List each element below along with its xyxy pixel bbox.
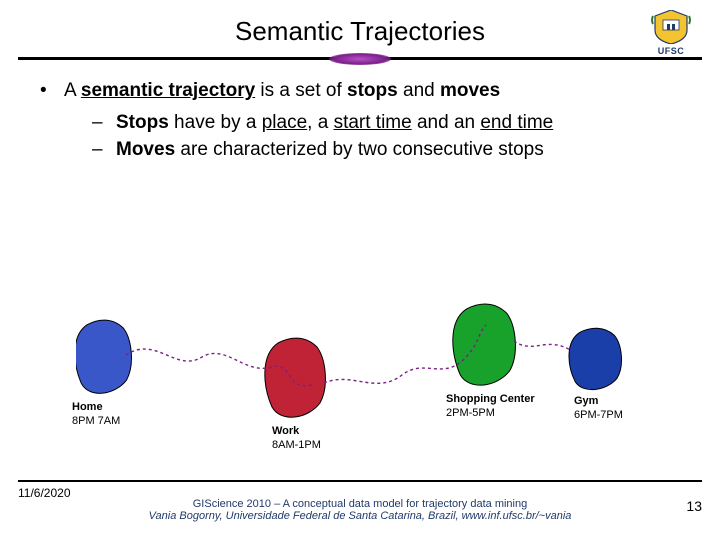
term: place [262,112,307,133]
slide-header: Semantic Trajectories UFSC [28,12,692,57]
sub-bullet: – Moves are characterized by two consecu… [92,137,553,163]
stop-blob [265,338,326,417]
text-fragment: and [398,80,440,101]
sub-bullet-list: – Stops have by a place, a start time an… [64,110,553,163]
term: end time [480,112,553,133]
stop-label: Home8PM 7AM [72,401,120,429]
ufsc-logo: UFSC [644,10,698,56]
slide-title: Semantic Trajectories [28,16,692,47]
term-semantic-trajectory: semantic trajectory [81,80,255,101]
stop-blob [453,304,516,385]
bullet-icon: • [40,78,64,165]
stop-label: Work8AM-1PM [272,425,321,453]
dash-icon: – [92,137,116,163]
trajectory-diagram: Home8PM 7AMWork8AM-1PMShopping Center2PM… [76,295,636,455]
text-fragment: is a set of [255,80,347,101]
sub-bullet-text: Stops have by a place, a start time and … [116,110,553,136]
text-fragment: have by a [169,112,262,133]
term: Moves [116,139,175,160]
divider-bead-icon [329,53,391,65]
text-fragment: and an [412,112,481,133]
stop-blob [76,320,131,393]
stop-label: Gym6PM-7PM [574,395,623,423]
content-body: • A semantic trajectory is a set of stop… [28,78,692,165]
term-moves: moves [440,80,500,101]
term: start time [334,112,412,133]
diagram-svg [76,295,636,455]
page-number: 13 [686,498,702,514]
term-stops: stops [347,80,398,101]
stop-blob [569,328,622,389]
footer-line1: GIScience 2010 – A conceptual data model… [0,498,720,510]
crest-icon [649,10,693,44]
header-divider [18,57,702,60]
main-bullet-text: A semantic trajectory is a set of stops … [64,78,553,165]
dash-icon: – [92,110,116,136]
sub-bullet: – Stops have by a place, a start time an… [92,110,553,136]
footer-divider [18,480,702,482]
text-fragment: A [64,80,81,101]
term: Stops [116,112,169,133]
text-fragment: are characterized by two consecutive sto… [175,139,544,160]
logo-text: UFSC [644,46,698,56]
slide-footer: GIScience 2010 – A conceptual data model… [0,498,720,522]
stop-label: Shopping Center2PM-5PM [446,393,535,421]
sub-bullet-text: Moves are characterized by two consecuti… [116,137,544,163]
main-bullet: • A semantic trajectory is a set of stop… [40,78,692,165]
slide: Semantic Trajectories UFSC • A seman [0,0,720,540]
text-fragment: , a [307,112,333,133]
footer-line2: Vania Bogorny, Universidade Federal de S… [0,510,720,522]
